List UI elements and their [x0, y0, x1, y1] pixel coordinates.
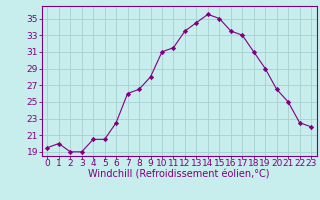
X-axis label: Windchill (Refroidissement éolien,°C): Windchill (Refroidissement éolien,°C): [88, 170, 270, 180]
